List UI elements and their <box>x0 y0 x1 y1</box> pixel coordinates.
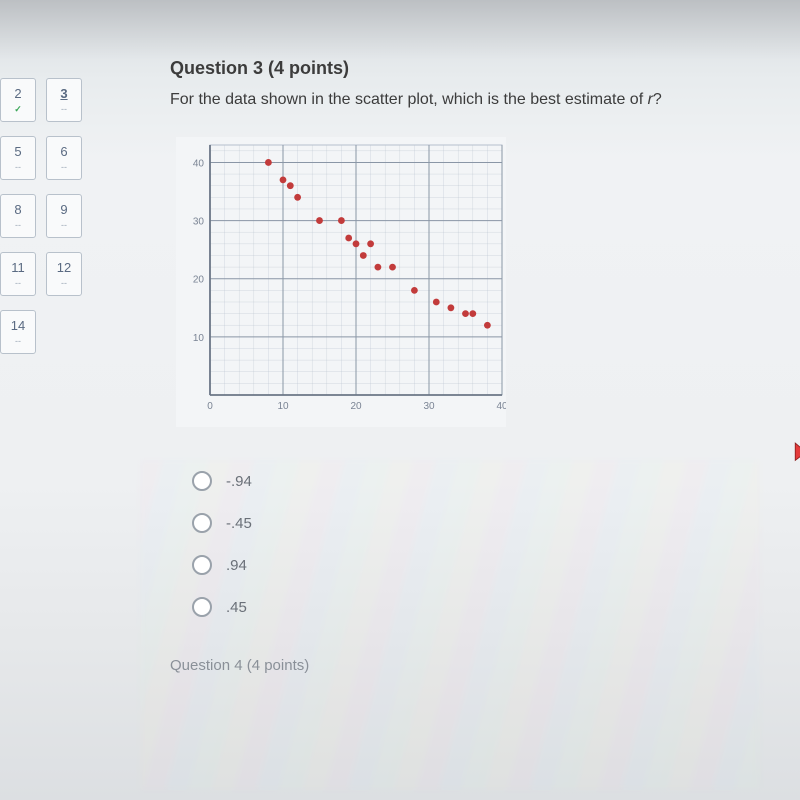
nav-question-status: -- <box>15 278 21 288</box>
svg-text:30: 30 <box>423 401 435 412</box>
radio-icon[interactable] <box>192 555 212 575</box>
answer-option[interactable]: -.94 <box>192 471 770 491</box>
svg-text:10: 10 <box>277 401 289 412</box>
nav-question-8[interactable]: 8 -- <box>0 194 36 238</box>
nav-question-3[interactable]: 3 -- <box>46 78 82 122</box>
svg-text:40: 40 <box>496 401 506 412</box>
question-text-pre: For the data shown in the scatter plot, … <box>170 91 648 108</box>
nav-question-number: 12 <box>57 260 71 275</box>
nav-question-status: -- <box>15 220 21 230</box>
nav-question-status: -- <box>15 336 21 346</box>
scatter-plot-svg: 0 10 20 30 40 10 20 30 40 <box>176 137 506 427</box>
nav-question-status: -- <box>61 278 67 288</box>
radio-icon[interactable] <box>192 513 212 533</box>
nav-question-number: 8 <box>14 202 21 217</box>
answer-label: .45 <box>226 599 247 616</box>
next-question-title: Question 4 (4 points) <box>170 657 770 674</box>
answer-option[interactable]: .45 <box>192 597 770 617</box>
nav-question-number: 14 <box>11 318 25 333</box>
answer-option[interactable]: .94 <box>192 555 770 575</box>
radio-icon[interactable] <box>192 597 212 617</box>
nav-question-number: 6 <box>60 144 67 159</box>
nav-question-status: -- <box>61 104 67 114</box>
svg-text:0: 0 <box>207 401 213 412</box>
svg-text:10: 10 <box>193 333 205 344</box>
scatter-plot: 0 10 20 30 40 10 20 30 40 <box>176 137 506 427</box>
svg-text:30: 30 <box>193 217 205 228</box>
nav-question-2[interactable]: 2✓ <box>0 78 36 122</box>
nav-question-5[interactable]: 5 -- <box>0 136 36 180</box>
answer-option[interactable]: -.45 <box>192 513 770 533</box>
svg-text:40: 40 <box>193 158 205 169</box>
svg-text:20: 20 <box>193 275 205 286</box>
question-content: Question 3 (4 points) For the data shown… <box>170 58 770 674</box>
nav-question-9[interactable]: 9 -- <box>46 194 82 238</box>
question-title: Question 3 (4 points) <box>170 58 770 79</box>
nav-question-11[interactable]: 11 -- <box>0 252 36 296</box>
nav-question-number: 2 <box>14 86 21 101</box>
answer-label: -.45 <box>226 515 252 532</box>
answer-label: .94 <box>226 557 247 574</box>
nav-question-number: 5 <box>14 144 21 159</box>
nav-question-12[interactable]: 12 -- <box>46 252 82 296</box>
nav-question-status: ✓ <box>14 104 22 115</box>
question-text-post: ? <box>653 91 662 108</box>
nav-question-status: -- <box>61 220 67 230</box>
answer-label: -.94 <box>226 473 252 490</box>
nav-question-status: -- <box>61 162 67 172</box>
nav-question-number: 9 <box>60 202 67 217</box>
answer-list: -.94 -.45 .94 .45 <box>192 471 770 617</box>
nav-question-14[interactable]: 14 -- <box>0 310 36 354</box>
nav-question-number: 11 <box>11 260 25 275</box>
nav-question-status: -- <box>15 162 21 172</box>
svg-text:20: 20 <box>350 401 362 412</box>
nav-question-number: 3 <box>60 86 67 101</box>
question-text: For the data shown in the scatter plot, … <box>170 91 770 109</box>
nav-question-6[interactable]: 6 -- <box>46 136 82 180</box>
radio-icon[interactable] <box>192 471 212 491</box>
question-nav: 2✓3--5--6--8--9--11--12--14-- <box>0 78 82 354</box>
